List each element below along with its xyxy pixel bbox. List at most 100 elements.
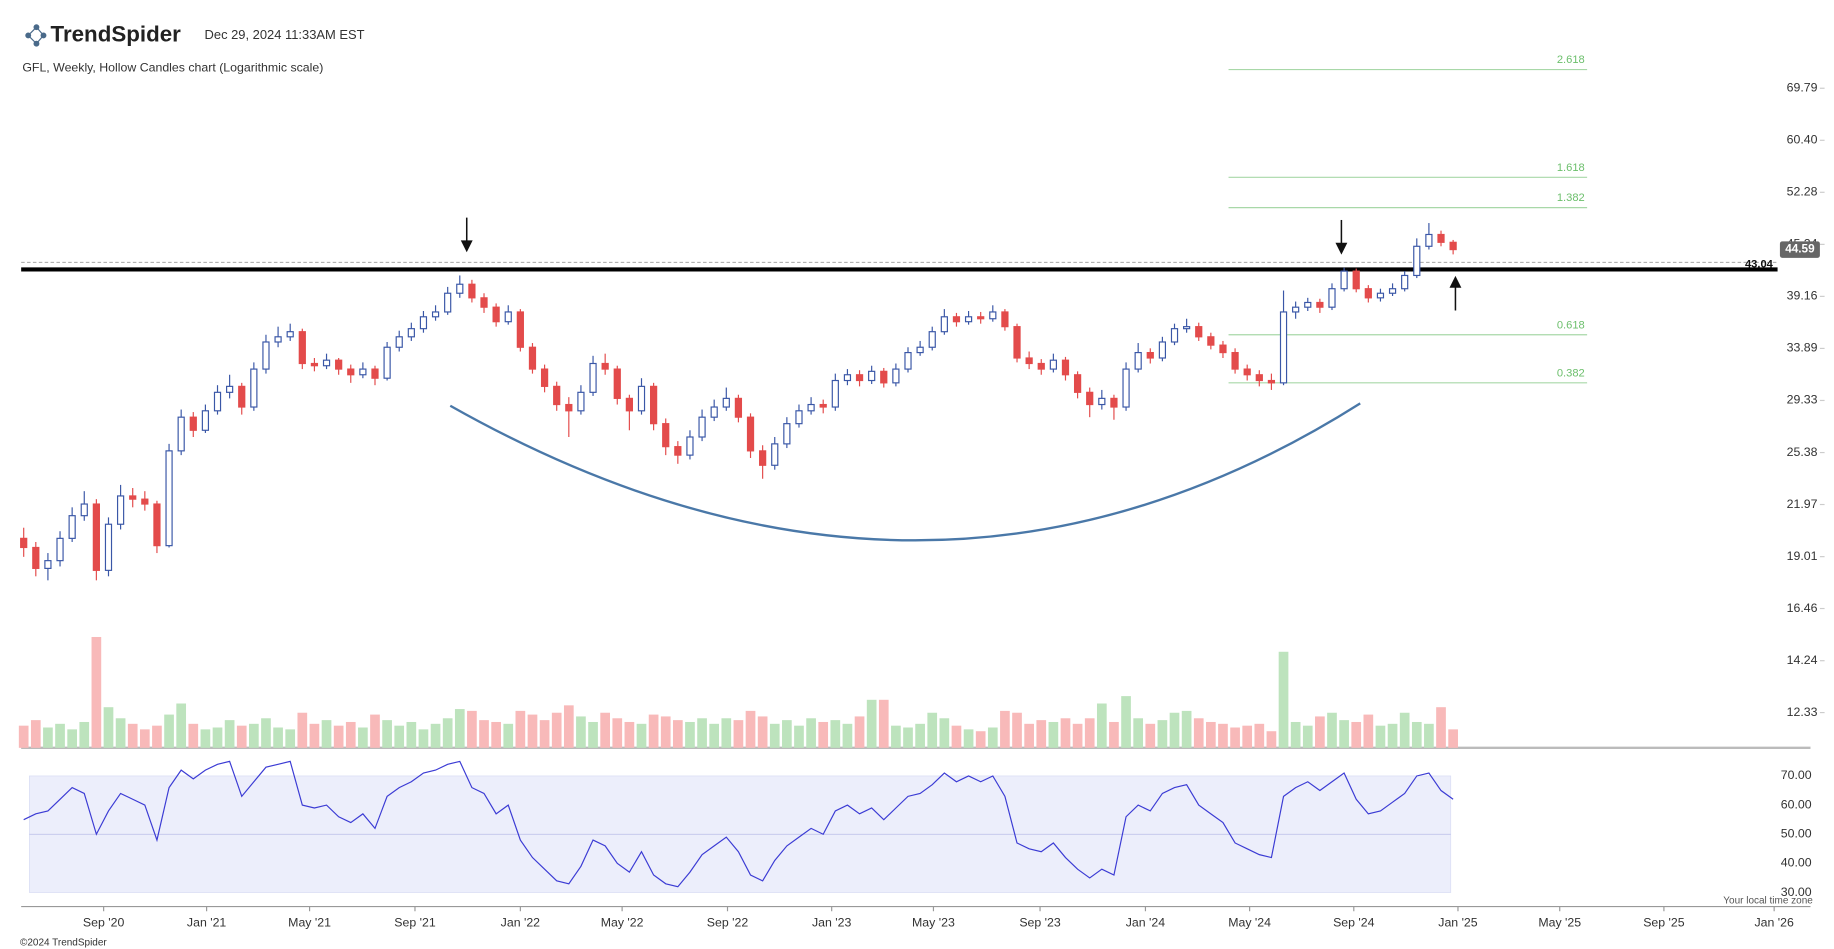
fib-label: 0.382	[1557, 367, 1585, 379]
y-tick-label: 33.89	[1787, 341, 1818, 355]
volume-bar	[866, 699, 877, 748]
candle-body	[153, 503, 161, 547]
volume-bar	[224, 720, 235, 748]
candle-body	[419, 316, 428, 330]
candle-body	[104, 523, 113, 571]
fib-label: 0.618	[1557, 319, 1585, 331]
x-tick-label: May '22	[601, 915, 644, 929]
candle-body	[989, 311, 997, 320]
volume-bar	[467, 710, 477, 748]
x-tick-label: May '23	[912, 915, 955, 929]
volume-bar	[358, 727, 368, 748]
x-tick-label: May '24	[1228, 915, 1271, 929]
y-tick-label: 25.38	[1787, 445, 1818, 459]
candle-body	[1401, 274, 1409, 290]
volume-bar	[127, 723, 138, 748]
candle-body	[298, 331, 306, 365]
y-tick-label: 12.33	[1787, 705, 1818, 719]
volume-bar	[1411, 721, 1422, 748]
volume-bar	[987, 727, 998, 748]
copyright: ©2024 TrendSpider	[20, 938, 107, 949]
volume-bar	[139, 729, 150, 748]
candle-body	[916, 346, 924, 354]
volume-bar	[891, 725, 901, 748]
volume-bar	[818, 721, 829, 748]
candle-body	[1449, 241, 1457, 251]
candle-body	[1183, 326, 1191, 330]
volume-bars	[18, 636, 1458, 748]
x-tick-label: Jan '26	[1754, 915, 1794, 929]
candle-body	[1231, 351, 1239, 370]
candle-body	[141, 498, 149, 505]
volume-bar	[1109, 721, 1119, 748]
candle-body	[80, 503, 88, 517]
volume-bar	[1218, 723, 1228, 748]
volume-bar	[878, 699, 889, 748]
candle-body	[601, 362, 609, 370]
candle-body	[480, 297, 488, 308]
candle-body	[456, 283, 464, 294]
candle-body	[371, 368, 379, 379]
volume-bar	[55, 723, 65, 748]
volume-bar	[576, 716, 586, 748]
candle-body	[662, 423, 670, 448]
candle-body	[310, 362, 319, 367]
candle-body	[734, 397, 743, 418]
candle-body	[1073, 374, 1082, 393]
candle-body	[1049, 359, 1057, 370]
candle-body	[1207, 336, 1215, 346]
x-tick-label: May '25	[1538, 915, 1581, 929]
x-tick-label: Jan '25	[1438, 915, 1478, 929]
candle-body	[504, 311, 512, 323]
candle-body	[359, 368, 367, 376]
timestamp: Dec 29, 2024 11:33AM EST	[205, 27, 365, 42]
cup-curve	[449, 402, 1361, 542]
candle-body	[589, 362, 597, 393]
volume-bar	[115, 718, 126, 748]
candle-body	[613, 368, 621, 399]
candle-body	[746, 416, 755, 452]
volume-bar	[1206, 721, 1216, 748]
candle-body	[129, 495, 137, 500]
volume-bar	[1181, 710, 1192, 748]
volume-bar	[612, 718, 623, 748]
volume-bar	[200, 729, 211, 748]
candle-body	[213, 391, 222, 412]
candle-body	[322, 359, 331, 367]
candle-body	[1425, 233, 1433, 247]
volume-bar	[236, 725, 247, 748]
candle-body	[940, 316, 948, 333]
volume-bar	[1242, 725, 1253, 748]
arrows	[460, 217, 1462, 311]
candle-body	[783, 423, 791, 445]
volume-bar	[188, 723, 199, 748]
x-tick-label: Jan '21	[187, 915, 227, 929]
candle-body	[468, 283, 476, 299]
volume-bar	[1351, 721, 1362, 748]
volume-bar	[975, 731, 986, 748]
volume-bar	[503, 723, 514, 748]
candle-body	[1158, 341, 1167, 359]
candle-body	[722, 397, 730, 408]
candle-body	[516, 311, 524, 348]
candle-body	[1413, 245, 1421, 277]
y-tick-label: 69.79	[1787, 81, 1818, 95]
candle-body	[1352, 270, 1360, 290]
volume-bar	[321, 720, 332, 748]
volume-bar	[830, 720, 841, 748]
candle-body	[1037, 362, 1045, 370]
candle-body	[819, 403, 827, 408]
candle-body	[625, 397, 634, 412]
volume-bar	[261, 718, 271, 748]
volume-bar	[757, 716, 768, 748]
volume-bar	[491, 721, 501, 748]
volume-bar	[1133, 718, 1144, 748]
volume-bar	[394, 725, 405, 748]
candle-body	[201, 410, 210, 431]
candle-body	[1122, 368, 1130, 408]
candle-body	[698, 416, 706, 438]
volume-bar	[854, 716, 865, 748]
rsi-tick-label: 70.00	[1781, 768, 1812, 782]
volume-bar	[176, 703, 187, 748]
x-tick-label: Jan '23	[812, 915, 852, 929]
